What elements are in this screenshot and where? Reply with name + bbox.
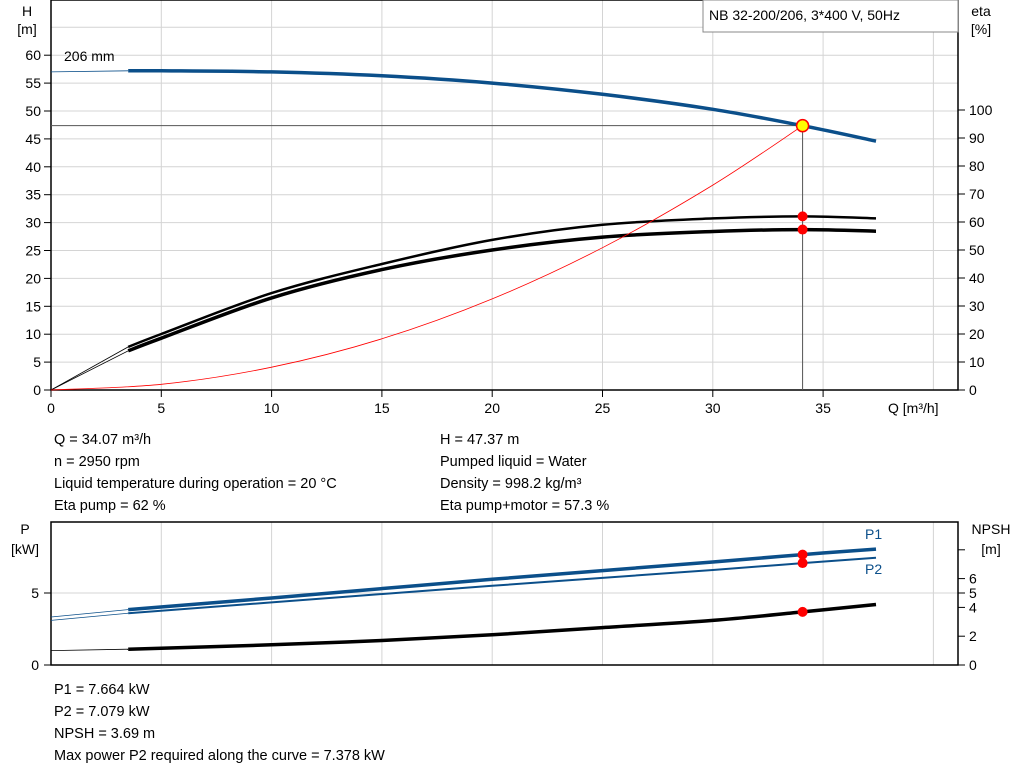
eta-tick-label: 30 (969, 298, 985, 314)
eta-axis-label-line2: [%] (971, 21, 991, 37)
info-p2: P2 = 7.079 kW (54, 704, 150, 720)
y-tick-label: 50 (25, 103, 41, 119)
y-tick-label: 35 (25, 187, 41, 203)
info-pumped-liquid: Pumped liquid = Water (440, 454, 587, 470)
y-tick-label: 60 (25, 47, 41, 63)
info-upper-left: Q = 34.07 m³/h n = 2950 rpm Liquid tempe… (54, 429, 337, 517)
y-tick-label: 40 (25, 159, 41, 175)
npsh-curve (128, 602, 877, 651)
info-density: Density = 998.2 kg/m³ (440, 476, 582, 492)
chart-title: NB 32-200/206, 3*400 V, 50Hz (709, 7, 900, 23)
eta-tick-label: 10 (969, 354, 985, 370)
y-tick-label: 0 (33, 382, 41, 398)
npsh-tick-label: 6 (969, 571, 977, 587)
npsh-marker (797, 606, 808, 617)
info-max-power: Max power P2 required along the curve = … (54, 748, 385, 764)
p1-curve (128, 547, 877, 612)
p2-curve (128, 556, 877, 615)
p-axis-label-line2: [kW] (11, 541, 39, 557)
y-tick-label: 5 (33, 354, 41, 370)
eta-tick-label: 40 (969, 270, 985, 286)
eta-pump-motor-marker (797, 224, 808, 235)
npsh-tick-label: 4 (969, 599, 977, 615)
npsh-axis-label-line1: NPSH (972, 521, 1011, 537)
eta-pump-curve (127, 215, 877, 349)
eta-tick-label: 60 (969, 214, 985, 230)
info-eta-pump-motor: Eta pump+motor = 57.3 % (440, 498, 610, 514)
p1-marker (797, 549, 808, 560)
eta-tick-label: 100 (969, 102, 993, 118)
info-eta-pump: Eta pump = 62 % (54, 498, 166, 514)
p1-curve-label: P1 (865, 526, 882, 542)
upper-chart: 0510152025303540455055600102030405060708… (17, 0, 993, 416)
eta-pump-motor-curve-extrapolated (50, 350, 129, 391)
impeller-diameter-label: 206 mm (64, 48, 115, 64)
info-upper-right: H = 47.37 m Pumped liquid = Water Densit… (440, 429, 609, 517)
p2-curve-label: P2 (865, 561, 882, 577)
system-curve (50, 125, 803, 391)
info-flow: Q = 34.07 m³/h (54, 432, 152, 448)
npsh-tick-label: 5 (969, 585, 977, 601)
x-axis-label: Q [m³/h] (888, 400, 939, 416)
info-p1: P1 = 7.664 kW (54, 682, 150, 698)
npsh-axis-label-line2: [m] (981, 541, 1000, 557)
p-tick-label: 5 (31, 585, 39, 601)
info-npsh: NPSH = 3.69 m (54, 726, 156, 742)
y-tick-label: 20 (25, 270, 41, 286)
y-axis-label-line2: [m] (17, 21, 36, 37)
info-speed: n = 2950 rpm (54, 454, 140, 470)
info-lower: P1 = 7.664 kW P2 = 7.079 kW NPSH = 3.69 … (54, 679, 385, 767)
y-tick-label: 30 (25, 215, 41, 231)
eta-axis-label-line1: eta (971, 3, 991, 19)
x-tick-label: 10 (264, 400, 280, 416)
eta-tick-label: 80 (969, 158, 985, 174)
eta-pump-motor-curve (127, 227, 877, 353)
y-tick-label: 25 (25, 243, 41, 259)
npsh-tick-label: 0 (969, 657, 977, 673)
x-tick-label: 25 (595, 400, 611, 416)
npsh-curve-extrapolated (50, 648, 129, 651)
eta-tick-label: 20 (969, 326, 985, 342)
eta-tick-label: 90 (969, 130, 985, 146)
duty-point-marker (795, 118, 810, 133)
x-tick-label: 15 (374, 400, 390, 416)
eta-pump-curve-extrapolated (50, 346, 129, 391)
y-tick-label: 55 (25, 75, 41, 91)
p1-curve-extrapolated (50, 609, 129, 618)
pump-head-curve-extrapolated (50, 70, 129, 73)
eta-pump-marker (797, 211, 808, 222)
x-tick-label: 20 (484, 400, 500, 416)
x-tick-label: 0 (47, 400, 55, 416)
eta-tick-label: 0 (969, 382, 977, 398)
x-tick-label: 5 (157, 400, 165, 416)
info-liquid-temperature: Liquid temperature during operation = 20… (54, 476, 337, 492)
p2-marker (797, 558, 808, 569)
p-tick-label: 0 (31, 657, 39, 673)
x-tick-label: 30 (705, 400, 721, 416)
p-axis-label-line1: P (20, 521, 29, 537)
y-tick-label: 15 (25, 298, 41, 314)
pump-head-curve (128, 68, 877, 143)
eta-tick-label: 50 (969, 242, 985, 258)
npsh-tick-label: 2 (969, 628, 977, 644)
eta-tick-label: 70 (969, 186, 985, 202)
title-box (702, 0, 959, 33)
y-axis-label-line1: H (22, 3, 32, 19)
y-tick-label: 10 (25, 326, 41, 342)
p2-curve-extrapolated (50, 612, 129, 621)
x-tick-label: 35 (815, 400, 831, 416)
y-tick-label: 45 (25, 131, 41, 147)
info-head: H = 47.37 m (440, 432, 520, 448)
